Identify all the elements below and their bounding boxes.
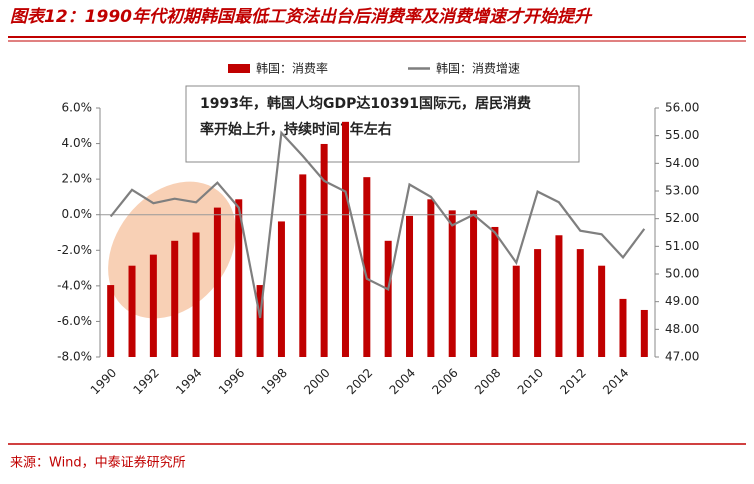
bar: [213, 207, 221, 357]
y-tick-label: 2.0%: [62, 172, 93, 186]
chart-title: 图表12：1990年代初期韩国最低工资法出台后消费率及消费增速才开始提升: [10, 7, 593, 27]
x-tick-label: 2014: [600, 366, 631, 397]
y2-tick-label: 47.00: [665, 350, 699, 364]
bar: [512, 265, 520, 357]
y-tick-label: -4.0%: [57, 278, 92, 292]
bar: [107, 285, 115, 357]
bar: [619, 298, 627, 357]
bar: [299, 174, 307, 357]
bar: [534, 249, 542, 357]
y2-tick-label: 56.00: [665, 101, 699, 115]
bar: [277, 221, 285, 357]
x-tick-label: 2012: [557, 366, 588, 397]
line: [109, 130, 646, 319]
annotation-box: [185, 85, 580, 163]
bar: [576, 249, 584, 357]
y2-tick-label: 55.00: [665, 128, 699, 142]
bar: [128, 265, 136, 357]
x-tick-label: 2002: [344, 366, 375, 397]
y-tick-label: -2.0%: [57, 243, 92, 257]
y2-tick-label: 48.00: [665, 322, 699, 336]
legend-label: 韩国：消费增速: [436, 61, 520, 76]
bar: [406, 215, 414, 357]
x-tick-label: 1992: [130, 366, 161, 397]
source: 来源：Wind，中泰证券研究所: [10, 455, 186, 471]
legend-swatch: [228, 64, 250, 73]
y2-tick-label: 51.00: [665, 239, 699, 253]
x-tick-label: 1990: [88, 366, 119, 397]
bar: [491, 226, 499, 357]
bar: [341, 121, 349, 357]
y2-tick-label: 50.00: [665, 267, 699, 281]
bar: [235, 199, 243, 357]
y2-tick-label: 49.00: [665, 294, 699, 308]
bar: [555, 235, 563, 357]
bar: [149, 254, 157, 357]
bar: [192, 232, 200, 357]
x-tick-label: 2004: [387, 366, 418, 397]
y-tick-label: 6.0%: [62, 101, 93, 115]
y2-tick-label: 54.00: [665, 156, 699, 170]
y-tick-label: 4.0%: [62, 136, 93, 150]
x-tick-label: 2000: [301, 366, 332, 397]
x-tick-label: 2010: [515, 366, 546, 397]
bar: [384, 240, 392, 357]
annotation: 1993年，韩国人均GDP达10391国际元，居民消费: [200, 95, 531, 112]
legend-label: 韩国：消费率: [256, 61, 328, 76]
bar: [171, 240, 179, 357]
bar: [427, 199, 435, 357]
annotation: 率开始上升，持续时间7年左右: [200, 121, 392, 138]
x-tick-label: 2008: [472, 366, 503, 397]
y-tick-label: -8.0%: [57, 350, 92, 364]
bar: [256, 285, 264, 357]
y2-tick-label: 53.00: [665, 184, 699, 198]
y-tick-label: -6.0%: [57, 314, 92, 328]
bar: [363, 177, 371, 357]
x-tick-label: 1996: [216, 366, 247, 397]
y2-tick-label: 52.00: [665, 211, 699, 225]
bar: [320, 143, 328, 357]
bar: [448, 210, 456, 357]
x-tick-label: 2006: [429, 366, 460, 397]
bar: [640, 309, 648, 357]
x-tick-label: 1998: [259, 366, 290, 397]
y-tick-label: 0.0%: [62, 207, 93, 221]
x-tick-label: 1994: [173, 366, 204, 397]
bar: [598, 265, 606, 357]
bar: [470, 210, 478, 357]
